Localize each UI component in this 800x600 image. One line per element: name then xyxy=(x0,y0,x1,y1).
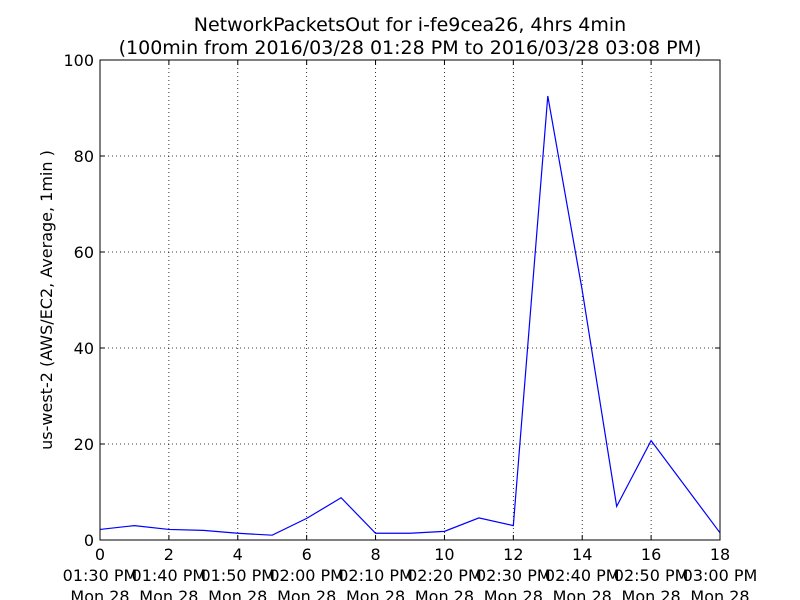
time-tick-label: 02:00 PM xyxy=(269,566,344,585)
y-tick-label: 40 xyxy=(74,339,94,358)
time-tick-label: 02:40 PM xyxy=(545,566,620,585)
x-tick-label: 2 xyxy=(164,545,174,564)
chart-title-line1: NetworkPacketsOut for i-fe9cea26, 4hrs 4… xyxy=(194,14,626,36)
x-tick-label: 14 xyxy=(572,545,592,564)
time-tick-label: 02:20 PM xyxy=(407,566,482,585)
date-tick-label: Mon 28 xyxy=(139,587,198,600)
y-tick-label: 80 xyxy=(74,147,94,166)
date-tick-label: Mon 28 xyxy=(208,587,267,600)
date-tick-label: Mon 28 xyxy=(553,587,612,600)
x-tick-label: 16 xyxy=(641,545,661,564)
x-tick-label: 0 xyxy=(95,545,105,564)
x-tick-label: 6 xyxy=(302,545,312,564)
series-layer xyxy=(99,95,721,536)
time-tick-label: 02:10 PM xyxy=(338,566,413,585)
series-line xyxy=(99,95,721,536)
y-tick-label: 20 xyxy=(74,435,94,454)
time-tick-label: 03:00 PM xyxy=(683,566,758,585)
y-tick-label: 0 xyxy=(84,531,94,550)
date-tick-label: Mon 28 xyxy=(690,587,749,600)
time-tick-label: 01:40 PM xyxy=(132,566,207,585)
x-tick-label: 4 xyxy=(233,545,243,564)
x-tick-label: 10 xyxy=(434,545,454,564)
chart-title-line2: (100min from 2016/03/28 01:28 PM to 2016… xyxy=(119,37,702,59)
x-tick-label: 12 xyxy=(503,545,523,564)
plot-frame xyxy=(99,59,721,541)
date-tick-label: Mon 28 xyxy=(484,587,543,600)
date-tick-label: Mon 28 xyxy=(622,587,681,600)
x-tick-label: 8 xyxy=(370,545,380,564)
time-tick-label: 01:50 PM xyxy=(200,566,275,585)
time-tick-label: 02:50 PM xyxy=(614,566,689,585)
date-tick-label: Mon 28 xyxy=(415,587,474,600)
time-tick-label: 01:30 PM xyxy=(63,566,138,585)
time-tick-label: 02:30 PM xyxy=(476,566,551,585)
date-tick-label: Mon 28 xyxy=(277,587,336,600)
date-tick-label: Mon 28 xyxy=(346,587,405,600)
plot-area xyxy=(100,60,720,540)
y-axis-label: us-west-2 (AWS/EC2, Average, 1min ) xyxy=(37,150,56,450)
date-tick-label: Mon 28 xyxy=(70,587,129,600)
y-tick-label: 100 xyxy=(63,51,94,70)
y-tick-label: 60 xyxy=(74,243,94,262)
x-tick-label: 18 xyxy=(710,545,730,564)
